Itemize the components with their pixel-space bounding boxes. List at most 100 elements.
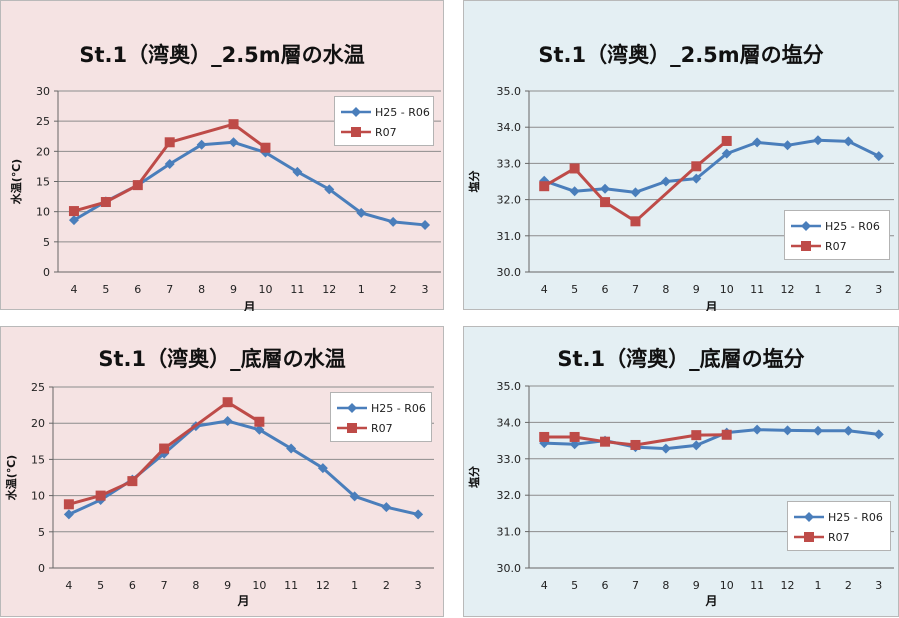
chart-legend: H25 - R06 R07 xyxy=(784,210,890,260)
y-tick-label: 31.0 xyxy=(497,230,522,243)
series-line-2 xyxy=(544,433,727,447)
legend-label: R07 xyxy=(825,239,847,253)
legend-item-series-1: H25 - R06 xyxy=(337,401,426,415)
data-point xyxy=(164,137,175,148)
data-point xyxy=(782,425,793,436)
data-point xyxy=(286,443,297,454)
data-point xyxy=(812,135,823,146)
chart-panel-bottom-salinity: St.1（湾奥）_底層の塩分 30.0 31.0 32.0 33.0 34.0 35.0 4… xyxy=(463,326,899,617)
data-point xyxy=(68,206,79,217)
x-tick-label: 10 xyxy=(252,579,266,592)
data-point xyxy=(782,140,793,151)
y-axis-title: 塩分 xyxy=(467,171,481,193)
y-tick-label: 30.0 xyxy=(497,562,522,575)
data-point xyxy=(600,436,611,447)
x-tick-label: 10 xyxy=(258,283,272,296)
data-point xyxy=(159,443,170,454)
x-tick-label: 11 xyxy=(284,579,298,592)
data-point xyxy=(95,490,106,501)
data-point xyxy=(132,180,143,191)
y-axis-title: 水温(℃) xyxy=(4,455,18,500)
legend-label: R07 xyxy=(828,530,850,544)
chart-title: St.1（湾奥）_2.5m層の塩分 xyxy=(538,43,824,67)
x-tick-label: 5 xyxy=(571,579,578,592)
x-tick-label: 4 xyxy=(541,283,548,296)
chart-plot: 30.031.032.033.034.035.04 5 6 7 8 9 10 11 12 1 2 3月… xyxy=(467,85,894,311)
legend-item-series-2: R07 xyxy=(341,125,397,139)
x-tick-label: 11 xyxy=(750,283,764,296)
data-point xyxy=(812,425,823,436)
y-tick-label: 25 xyxy=(36,115,50,128)
y-tick-label: 35.0 xyxy=(497,85,522,98)
legend-label: H25 - R06 xyxy=(828,510,883,524)
x-tick-label: 9 xyxy=(693,579,700,592)
data-point xyxy=(68,215,79,226)
x-tick-label: 9 xyxy=(230,283,237,296)
x-tick-label: 5 xyxy=(571,283,578,296)
x-tick-label: 1 xyxy=(358,283,365,296)
y-tick-label: 5 xyxy=(43,236,50,249)
x-tick-label: 7 xyxy=(161,579,168,592)
x-tick-label: 4 xyxy=(541,579,548,592)
data-point xyxy=(600,197,611,208)
series-line-1 xyxy=(73,140,426,227)
chart-legend: H25 - R06 R07 xyxy=(330,392,432,442)
data-point xyxy=(127,476,138,487)
data-point xyxy=(324,184,335,195)
data-point xyxy=(228,137,239,148)
data-point xyxy=(721,429,732,440)
x-tick-label: 6 xyxy=(602,579,609,592)
data-point xyxy=(539,181,550,192)
data-point xyxy=(420,219,431,230)
x-tick-label: 11 xyxy=(290,283,304,296)
x-axis-title: 月 xyxy=(704,594,717,608)
data-point xyxy=(630,439,641,450)
legend-label: R07 xyxy=(375,125,397,139)
x-tick-label: 4 xyxy=(70,283,77,296)
x-tick-label: 8 xyxy=(198,283,205,296)
y-tick-label: 15 xyxy=(31,453,45,466)
data-point xyxy=(228,119,239,130)
data-point xyxy=(63,499,74,510)
data-point xyxy=(600,183,611,194)
data-point xyxy=(254,424,265,435)
chart-legend: H25 - R06 R07 xyxy=(334,96,434,146)
x-tick-label: 2 xyxy=(845,283,852,296)
x-tick-label: 2 xyxy=(845,579,852,592)
chart-title: St.1（湾奥）_底層の水温 xyxy=(98,347,346,371)
data-point xyxy=(317,463,328,474)
legend-label: H25 - R06 xyxy=(375,105,430,119)
x-tick-label: 5 xyxy=(97,579,104,592)
x-axis-title: 月 xyxy=(236,594,249,608)
legend-item-series-2: R07 xyxy=(791,239,847,253)
data-point xyxy=(100,197,111,208)
x-tick-label: 3 xyxy=(422,283,429,296)
x-axis-title: 月 xyxy=(242,300,255,311)
data-point xyxy=(292,166,303,177)
y-tick-label: 34.0 xyxy=(497,121,522,134)
chart-panel-surface-salinity: St.1（湾奥）_2.5m層の塩分 30.0 31.0 32.0 33.0 34.0 35… xyxy=(463,0,899,311)
x-tick-label: 12 xyxy=(781,283,795,296)
chart-panel-bottom-temperature: St.1（湾奥）_底層の水温 0 5 10 15 20 25 4 5 6 7 8 9 10 11 12 1 2 3… xyxy=(0,326,444,617)
x-tick-label: 10 xyxy=(720,283,734,296)
x-tick-label: 6 xyxy=(602,283,609,296)
x-tick-label: 2 xyxy=(383,579,390,592)
x-tick-label: 10 xyxy=(720,579,734,592)
y-tick-label: 31.0 xyxy=(497,526,522,539)
y-tick-label: 25 xyxy=(31,381,45,394)
data-point xyxy=(63,509,74,520)
data-point xyxy=(222,397,233,408)
chart-plot: 30.031.032.033.034.035.04 5 6 7 8 9 10 11 12 1 2 3月… xyxy=(467,380,894,608)
data-point xyxy=(388,216,399,227)
data-point xyxy=(569,186,580,197)
y-tick-label: 15 xyxy=(36,176,50,189)
data-point xyxy=(539,431,550,442)
data-point xyxy=(569,163,580,174)
chart-legend: H25 - R06 R07 xyxy=(787,501,891,551)
y-tick-label: 35.0 xyxy=(497,380,522,393)
y-tick-label: 30 xyxy=(36,85,50,98)
y-tick-label: 30.0 xyxy=(497,266,522,279)
y-tick-label: 34.0 xyxy=(497,416,522,429)
y-tick-label: 20 xyxy=(31,417,45,430)
